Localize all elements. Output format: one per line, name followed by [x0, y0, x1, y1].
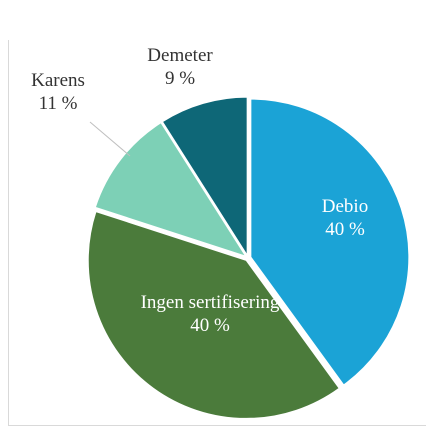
value-label: 40 % [325, 219, 365, 240]
category-label: Ingen sertifisering [140, 292, 280, 313]
pie-slice [250, 98, 410, 386]
leader-line [89, 121, 131, 157]
slice-label: Debio 40 % [285, 195, 405, 241]
value-label: 11 % [38, 93, 78, 114]
category-label: Debio [321, 196, 369, 217]
slice-label: Karens 11 % [8, 69, 108, 115]
value-label: 9 % [164, 68, 196, 89]
slice-label: Ingen sertifisering 40 % [135, 291, 285, 337]
pie-slice [87, 210, 340, 419]
pie-slice [94, 122, 247, 258]
slice-label: Demeter 9 % [130, 44, 230, 90]
pie-slice [161, 96, 248, 257]
category-label: Demeter [147, 45, 213, 66]
category-label: Karens [31, 70, 85, 91]
value-label: 40 % [190, 315, 230, 336]
